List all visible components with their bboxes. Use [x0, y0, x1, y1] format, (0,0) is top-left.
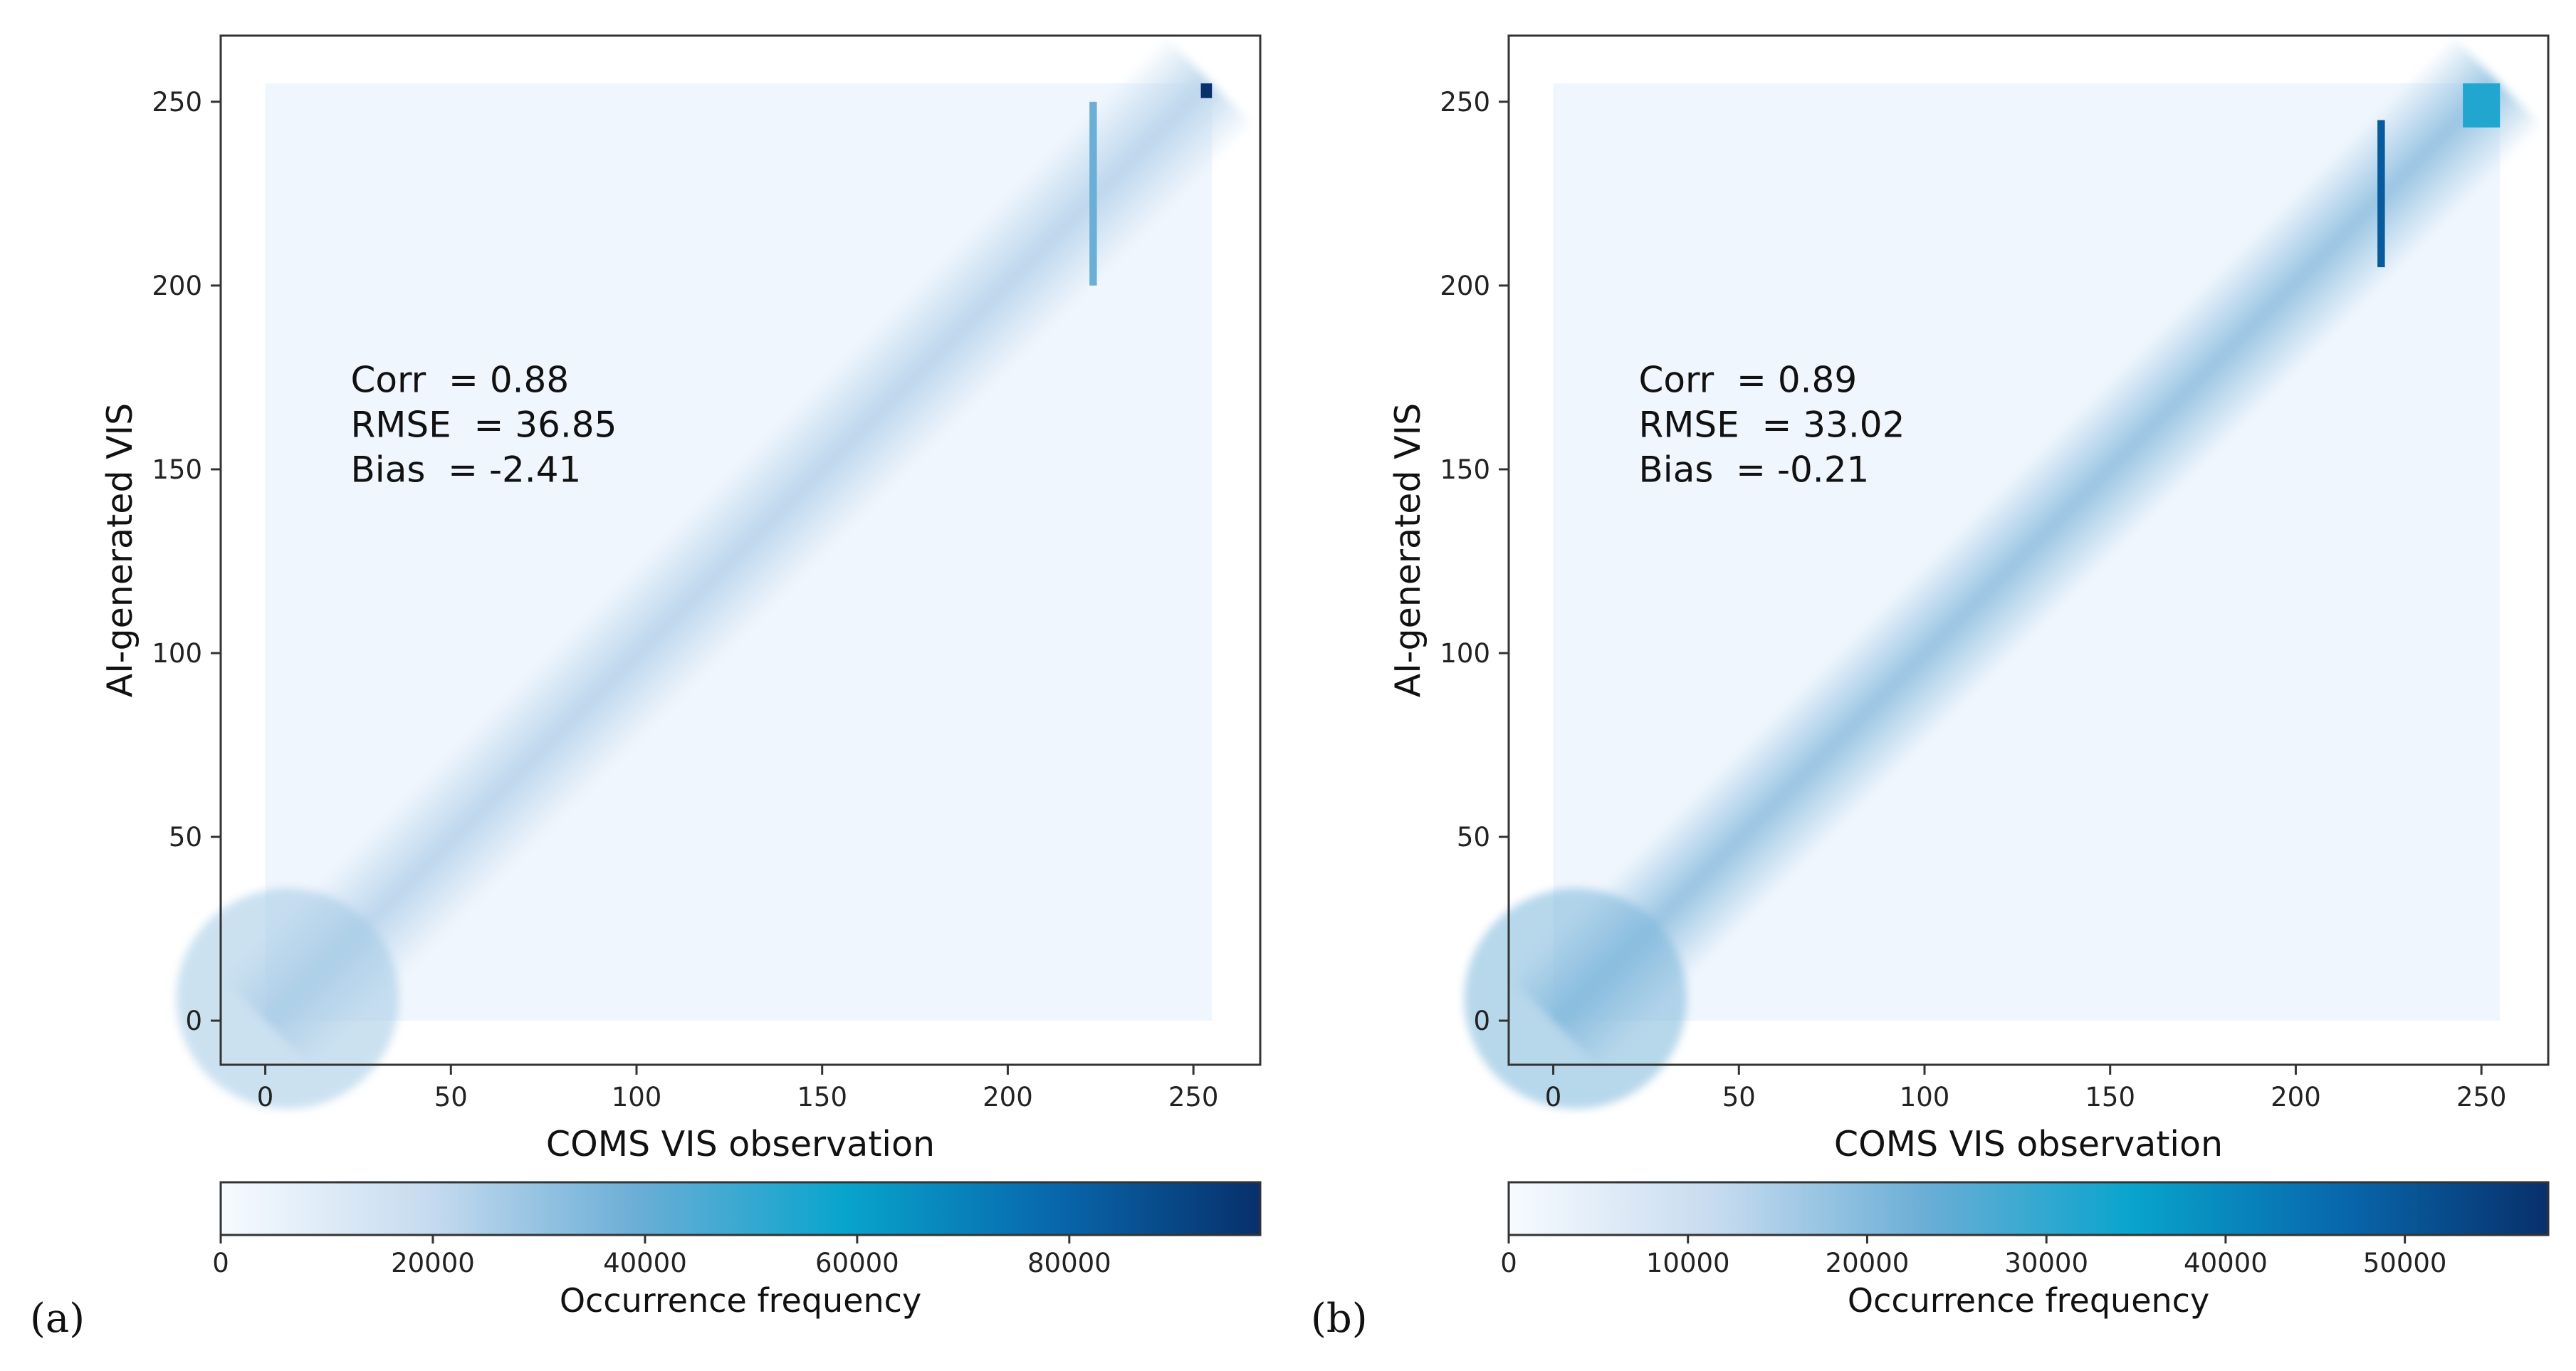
x-tick-label: 50 [434, 1082, 468, 1112]
stat-line-rmse: RMSE = 33.02 [1639, 405, 1905, 446]
x-tick-label: 250 [1168, 1082, 1219, 1112]
colorbar-tick-label: 60000 [815, 1248, 899, 1278]
panel-label: (b) [1311, 1296, 1368, 1342]
colorbar-tick-label: 40000 [603, 1248, 687, 1278]
y-tick-label: 250 [152, 87, 202, 118]
x-tick-label: 200 [983, 1082, 1033, 1112]
y-tick-label: 0 [185, 1006, 202, 1036]
low-value-density [1464, 888, 1687, 1109]
stat-line-bias: Bias = -0.21 [1639, 449, 1870, 491]
stat-line-corr: Corr = 0.89 [1639, 360, 1858, 401]
x-tick-label: 50 [1722, 1082, 1756, 1112]
axes-frame [1507, 34, 2550, 1066]
y-axis-label: AI-generated VIS [1388, 403, 1428, 697]
hotspot-1 [1089, 101, 1097, 286]
hotspot-1 [2377, 120, 2385, 268]
stat-line-bias: Bias = -2.41 [351, 449, 582, 491]
x-axis-label: COMS VIS observation [1834, 1124, 2223, 1164]
y-tick-label: 50 [1457, 822, 1490, 853]
colorbar-tick-label: 20000 [1826, 1248, 1910, 1278]
diagonal-density-band [1510, 36, 2543, 1069]
hotspot-0 [2463, 83, 2501, 128]
axes-frame [219, 34, 1262, 1066]
x-tick-label: 250 [2456, 1082, 2507, 1112]
chart-a: 0 50 100 150 200 250 0 50 100 150 200 250 COMS VIS o… [30, 34, 1262, 1342]
colorbar-label: Occurrence frequency [1848, 1281, 2209, 1320]
colorbar [1507, 1181, 2550, 1236]
colorbar-tick-label: 40000 [2184, 1248, 2268, 1278]
x-axis-label: COMS VIS observation [546, 1124, 935, 1164]
y-tick-label: 200 [1440, 271, 1490, 301]
y-tick-label: 150 [152, 454, 202, 485]
chart-b: 0 50 100 150 200 250 0 50 100 150 200 250 COMS VIS o… [1311, 34, 2550, 1342]
stat-line-corr: Corr = 0.88 [351, 360, 570, 401]
x-tick-label: 100 [612, 1082, 662, 1112]
colorbar-tick-label: 30000 [2004, 1248, 2088, 1278]
colorbar-tick-label: 0 [212, 1248, 229, 1278]
x-tick-label: 0 [1545, 1082, 1562, 1112]
colorbar-tick-label: 80000 [1027, 1248, 1111, 1278]
diagonal-density-band [222, 36, 1255, 1069]
y-tick-label: 100 [152, 638, 202, 669]
y-tick-label: 150 [1440, 454, 1490, 485]
colorbar-label: Occurrence frequency [560, 1281, 921, 1320]
panel-a: 0 50 100 150 200 250 0 50 100 150 200 250 COMS VIS o… [30, 34, 1262, 1342]
x-tick-label: 0 [257, 1082, 274, 1112]
x-tick-label: 100 [1900, 1082, 1950, 1112]
y-tick-label: 50 [169, 822, 202, 853]
colorbar [219, 1181, 1262, 1236]
x-tick-label: 150 [797, 1082, 847, 1112]
stat-line-rmse: RMSE = 36.85 [351, 405, 617, 446]
panel-b: 0 50 100 150 200 250 0 50 100 150 200 250 COMS VIS o… [1288, 0, 2576, 1371]
panel-label: (a) [30, 1296, 85, 1342]
y-tick-label: 250 [1440, 87, 1490, 118]
colorbar-tick-label: 50000 [2363, 1248, 2447, 1278]
hotspot-0 [1200, 83, 1213, 98]
colorbar-tick-label: 0 [1500, 1248, 1517, 1278]
colorbar-tick-label: 10000 [1646, 1248, 1730, 1278]
y-axis-label: AI-generated VIS [100, 403, 140, 697]
low-value-density [176, 888, 399, 1109]
y-tick-label: 100 [1440, 638, 1490, 669]
x-tick-label: 200 [2271, 1082, 2321, 1112]
colorbar-tick-label: 20000 [391, 1248, 475, 1278]
y-tick-label: 200 [152, 271, 202, 301]
x-tick-label: 150 [2085, 1082, 2135, 1112]
y-tick-label: 0 [1473, 1006, 1490, 1036]
